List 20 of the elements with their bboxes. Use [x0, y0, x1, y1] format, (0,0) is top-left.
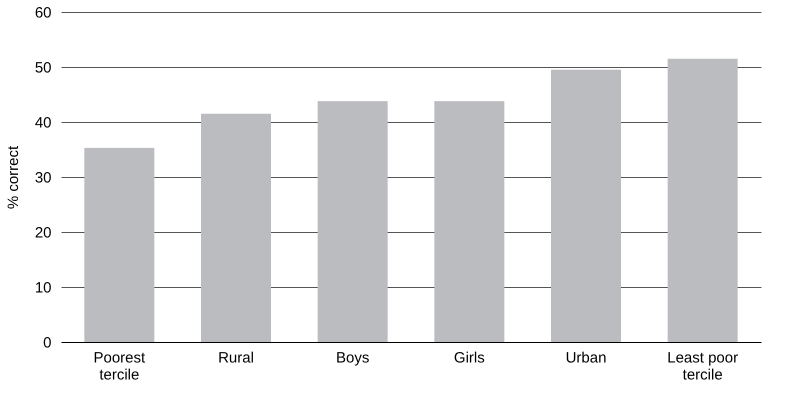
x-tick-label: Girls	[454, 350, 485, 366]
y-tick-label: 0	[43, 334, 52, 352]
x-tick-label: Rural	[218, 350, 254, 366]
y-tick-label: 60	[34, 4, 52, 22]
bar	[84, 148, 154, 342]
y-tick-label: 50	[34, 60, 52, 76]
y-tick-label: 30	[34, 170, 52, 186]
x-tick-label: Boys	[336, 350, 370, 366]
y-axis-title: % correct	[4, 145, 22, 210]
bar	[201, 114, 271, 342]
x-tick-label: Poorest tercile	[93, 350, 146, 384]
y-tick-label: 20	[34, 224, 52, 242]
bar	[434, 101, 504, 342]
y-tick-label: 10	[34, 280, 52, 296]
x-tick-label: Least poor tercile	[667, 350, 738, 384]
y-tick-label: 40	[34, 114, 52, 132]
bar	[668, 58, 738, 342]
x-tick-label: Urban	[566, 350, 606, 366]
bar	[551, 70, 621, 342]
bar	[318, 101, 388, 342]
